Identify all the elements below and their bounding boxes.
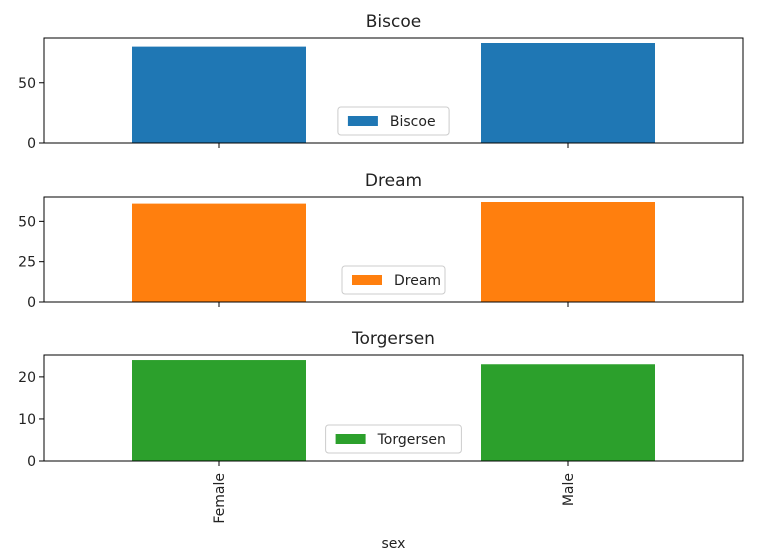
ytick-label-1-1: 25	[18, 255, 36, 271]
ytick-label-2-1: 10	[18, 412, 36, 428]
bar-2-0	[132, 360, 306, 461]
legend-label-2: Torgersen	[377, 432, 446, 448]
bar-2-1	[481, 364, 655, 461]
bar-0-0	[132, 47, 306, 143]
ytick-label-2-2: 20	[18, 370, 36, 386]
panel-title-0: Biscoe	[366, 12, 421, 32]
xtick-label-0: Female	[212, 473, 228, 524]
ytick-label-0-0: 0	[27, 136, 36, 152]
ytick-label-1-2: 50	[18, 214, 36, 230]
panel-title-2: Torgersen	[351, 329, 435, 349]
x-axis-label: sex	[382, 536, 406, 552]
legend-label-1: Dream	[394, 273, 441, 289]
ytick-label-1-0: 0	[27, 295, 36, 311]
legend-swatch-1	[352, 275, 382, 285]
xtick-label-1: Male	[561, 473, 577, 506]
bar-1-0	[132, 204, 306, 302]
bar-1-1	[481, 202, 655, 302]
legend-label-0: Biscoe	[390, 114, 436, 130]
legend-swatch-0	[348, 116, 378, 126]
ytick-label-0-1: 50	[18, 76, 36, 92]
legend-swatch-2	[336, 434, 366, 444]
bar-0-1	[481, 43, 655, 143]
panel-title-1: Dream	[365, 171, 422, 191]
ytick-label-2-0: 0	[27, 454, 36, 470]
